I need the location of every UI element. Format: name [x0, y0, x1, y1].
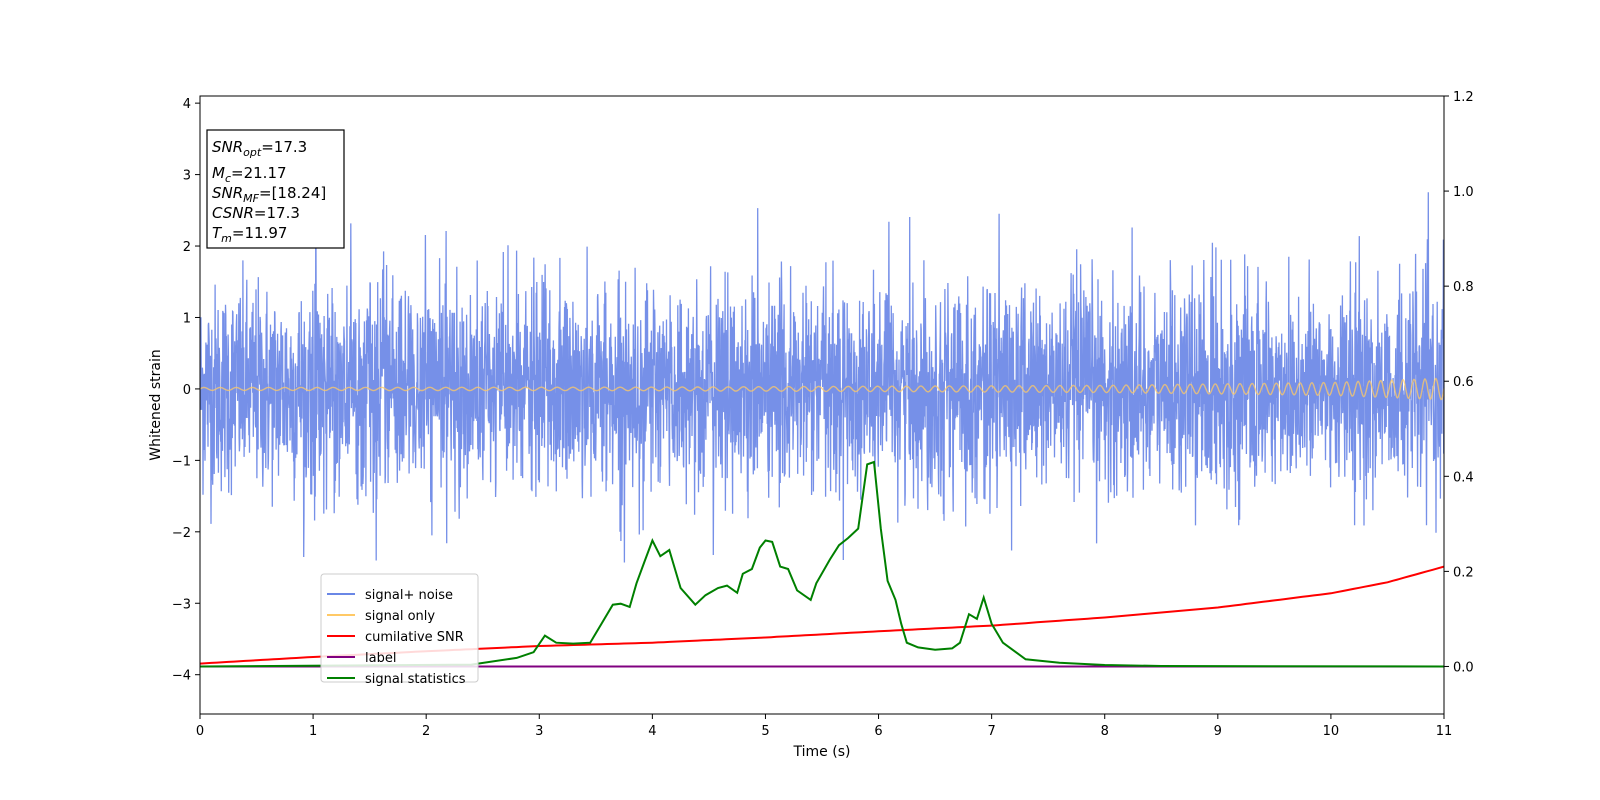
legend-label: signal only — [365, 609, 435, 624]
y-left-tick-label: 0 — [183, 383, 191, 398]
legend-label: signal statistics — [365, 672, 466, 687]
x-tick-label: 8 — [1101, 724, 1109, 739]
y-axis-label: Whitened strain — [148, 349, 164, 460]
annotation-snr-opt: SNRopt=17.3 — [212, 138, 307, 159]
x-tick-label: 9 — [1214, 724, 1222, 739]
y-axis-right: 1.2 1.0 0.8 0.6 0.4 0.2 0.0 — [1444, 90, 1474, 675]
x-tick-label: 10 — [1323, 724, 1340, 739]
y-right-tick-label: 0.8 — [1453, 280, 1474, 295]
y-left-tick-label: −2 — [172, 526, 191, 541]
x-tick-label: 4 — [648, 724, 656, 739]
legend-label: signal+ noise — [365, 588, 453, 603]
series-line-signal-noise — [200, 192, 1444, 563]
x-axis: 0 1 2 3 4 5 6 7 8 9 10 11 — [196, 714, 1452, 739]
y-left-tick-label: −1 — [172, 454, 191, 469]
y-left-tick-label: −4 — [172, 669, 191, 684]
x-tick-label: 11 — [1436, 724, 1453, 739]
x-tick-label: 3 — [535, 724, 543, 739]
y-right-tick-label: 0.6 — [1453, 375, 1474, 390]
x-tick-label: 2 — [422, 724, 430, 739]
plot-frame — [199, 95, 1445, 715]
legend-label: cumilative SNR — [365, 630, 464, 645]
x-tick-label: 7 — [987, 724, 995, 739]
x-axis-label: Time (s) — [793, 744, 851, 760]
y-left-tick-label: −3 — [172, 597, 191, 612]
y-right-tick-label: 0.2 — [1453, 565, 1474, 580]
y-right-tick-label: 0.0 — [1453, 660, 1474, 675]
legend-label: label — [365, 651, 396, 666]
legend: signal+ noise signal only cumilative SNR la… — [320, 573, 479, 687]
x-tick-label: 6 — [874, 724, 882, 739]
x-tick-label: 0 — [196, 724, 204, 739]
series-line-signal-only — [200, 377, 1444, 401]
x-tick-label: 1 — [309, 724, 317, 739]
annotation-mc: Mc=21.17 — [212, 164, 287, 185]
y-right-tick-label: 1.2 — [1453, 90, 1474, 105]
y-axis-left: 4 3 2 1 0 −1 −2 −3 −4 — [172, 97, 200, 684]
y-left-tick-label: 3 — [183, 169, 191, 184]
y-left-tick-label: 4 — [183, 97, 191, 112]
annotation-csnr: CSNR=17.3 — [212, 204, 300, 222]
stats-annotation-box: SNRopt=17.3 Mc=21.17 SNRMF=[18.24] CSNR=… — [206, 129, 345, 249]
annotation-tm: Tm=11.97 — [212, 224, 287, 245]
y-right-tick-label: 1.0 — [1453, 185, 1474, 200]
y-right-tick-label: 0.4 — [1453, 470, 1474, 485]
x-tick-label: 5 — [761, 724, 769, 739]
annotation-snr-mf: SNRMF=[18.24] — [212, 184, 326, 205]
y-left-tick-label: 2 — [183, 240, 191, 255]
series-line-signal-statistics — [200, 460, 1444, 668]
y-left-tick-label: 1 — [183, 311, 191, 326]
